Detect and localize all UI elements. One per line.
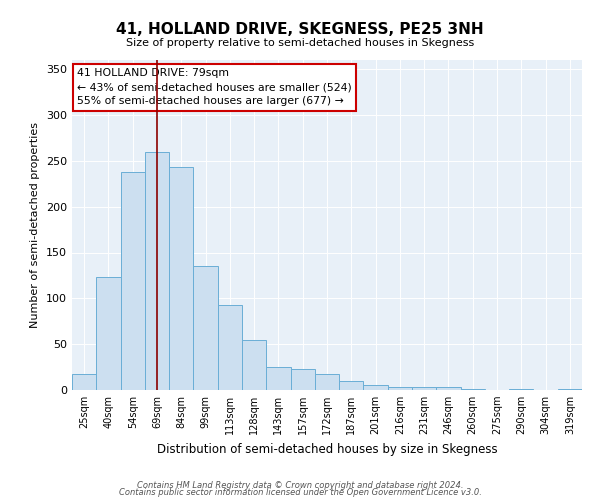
Bar (509, 389, 533, 390)
Y-axis label: Number of semi-detached properties: Number of semi-detached properties (31, 122, 40, 328)
Text: Contains HM Land Registry data © Crown copyright and database right 2024.: Contains HM Land Registry data © Crown c… (137, 480, 463, 490)
Bar (461, 389, 485, 390)
Bar (558, 389, 582, 390)
Text: 41 HOLLAND DRIVE: 79sqm
← 43% of semi-detached houses are smaller (524)
55% of s: 41 HOLLAND DRIVE: 79sqm ← 43% of semi-de… (77, 68, 352, 106)
Text: Size of property relative to semi-detached houses in Skegness: Size of property relative to semi-detach… (126, 38, 474, 48)
Bar (96, 277, 121, 390)
Text: Contains public sector information licensed under the Open Government Licence v3: Contains public sector information licen… (119, 488, 481, 497)
Bar (145, 152, 169, 390)
Bar (436, 387, 461, 390)
Bar (121, 172, 145, 390)
Bar (315, 374, 339, 390)
Bar (339, 381, 364, 390)
Bar (72, 374, 96, 390)
X-axis label: Distribution of semi-detached houses by size in Skegness: Distribution of semi-detached houses by … (157, 442, 497, 456)
Bar (242, 340, 266, 390)
Bar (364, 386, 388, 390)
Bar (218, 304, 242, 390)
Bar (266, 367, 290, 390)
Bar (193, 266, 218, 390)
Bar (169, 167, 193, 390)
Text: 41, HOLLAND DRIVE, SKEGNESS, PE25 3NH: 41, HOLLAND DRIVE, SKEGNESS, PE25 3NH (116, 22, 484, 38)
Bar (388, 387, 412, 390)
Bar (412, 387, 436, 390)
Bar (290, 369, 315, 390)
